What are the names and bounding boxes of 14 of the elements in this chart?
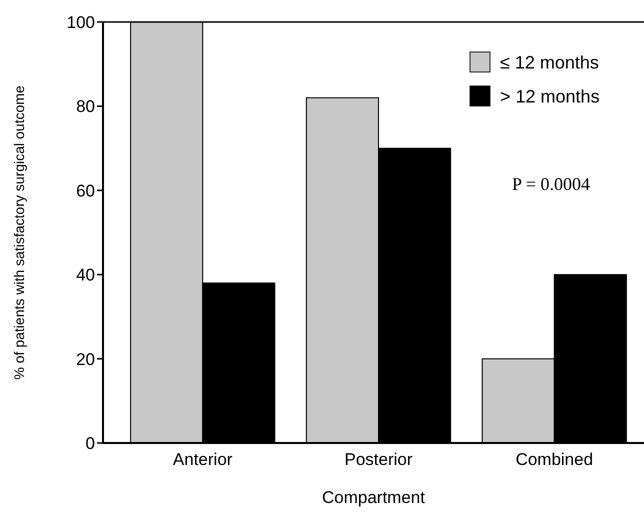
y-tick-label: 100	[66, 12, 95, 32]
y-tick-label: 0	[86, 434, 95, 453]
y-tick-label: 40	[76, 266, 95, 285]
legend-label: ≤ 12 months	[500, 52, 599, 72]
x-axis-title: Compartment	[322, 488, 426, 507]
x-tick-label: Anterior	[172, 450, 233, 469]
annotation: P = 0.0004	[512, 174, 590, 194]
y-tick-label: 80	[76, 97, 95, 116]
legend-label: > 12 months	[500, 86, 600, 106]
y-tick-label: 60	[76, 181, 95, 200]
y-axis-title: % of patients with satisfactory surgical outcome	[11, 85, 27, 380]
x-tick-label: Combined	[516, 450, 594, 469]
y-tick-label: 20	[76, 350, 95, 369]
x-tick-label: Posterior	[344, 450, 413, 469]
